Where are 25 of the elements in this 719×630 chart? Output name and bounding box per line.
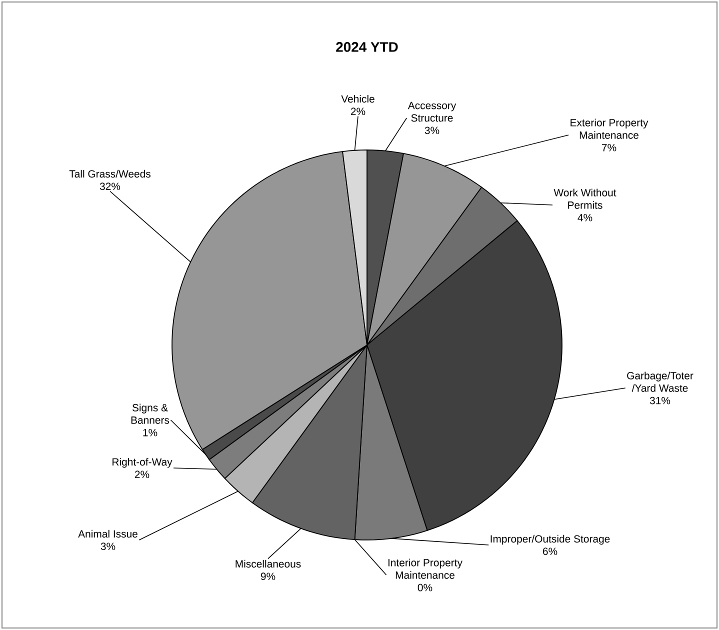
data-label: 7% [602, 144, 616, 152]
slice-label: Exterior Property Maintenance [570, 118, 648, 139]
slice-label: Vehicle [341, 94, 374, 103]
chart-title: 2024 YTD [336, 42, 398, 52]
category-label: Interior Property Maintenance [388, 558, 462, 579]
slice-label: Animal Issue [78, 530, 138, 538]
slice-label: Tall Grass/Weeds [69, 170, 151, 178]
slice-label: Right-of-Way [112, 458, 172, 468]
slice-label: Miscellaneous [236, 560, 301, 568]
text: 0% [418, 584, 432, 592]
slice-label: Accessory Structure [408, 102, 456, 122]
data-label: 4% [578, 214, 592, 222]
slice-label: Improper/Outside Storage [490, 534, 610, 545]
data-label: 32% [100, 182, 120, 190]
slice-label: Garbage/Toter /Yard Waste [627, 372, 694, 392]
data-label: 9% [260, 572, 276, 580]
slice-label: Signs & Banners [131, 404, 170, 424]
data-label: 1% [143, 428, 158, 436]
data-label: 3% [100, 542, 116, 550]
data-label: 6% [542, 548, 558, 556]
slice-label: Work Without Permits [554, 188, 616, 209]
data-label: 2% [134, 470, 150, 478]
data-label: 31% [650, 396, 670, 404]
data-label: 3% [424, 126, 440, 134]
data-label: 2% [350, 108, 366, 116]
